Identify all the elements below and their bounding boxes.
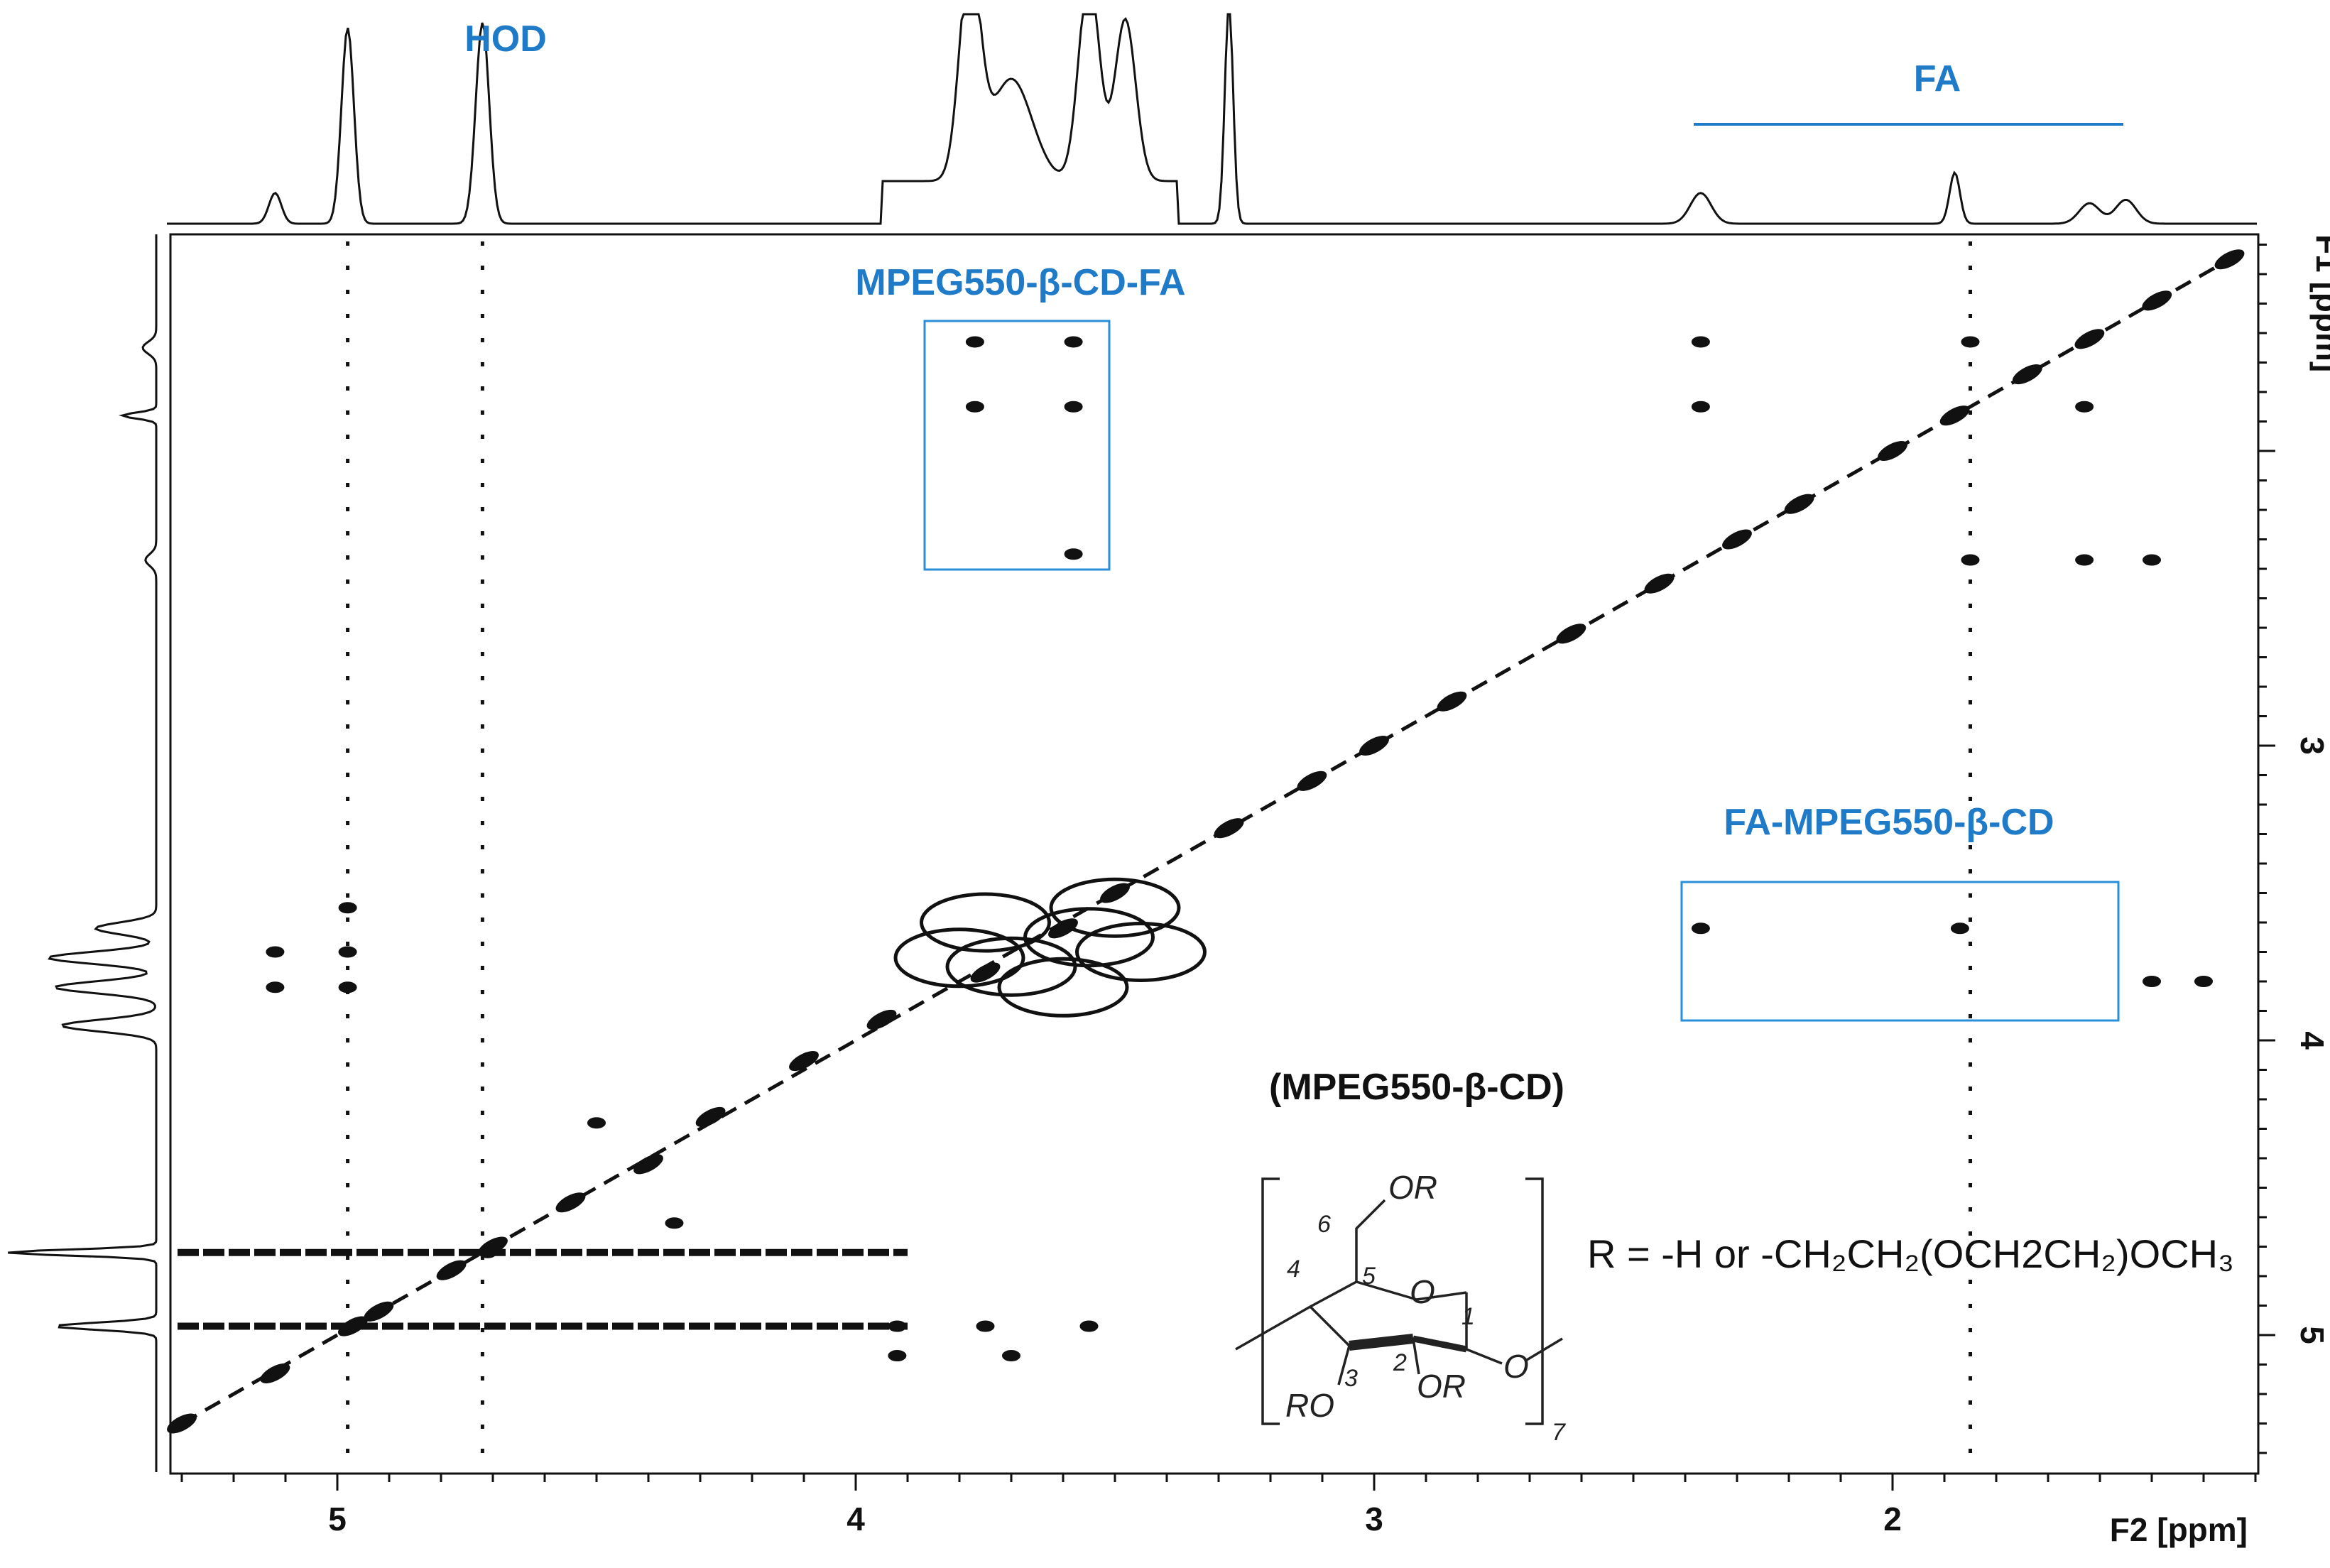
y-axis-unit: F1 [ppm]	[2309, 234, 2330, 372]
carbon-4-label: 4	[1287, 1256, 1300, 1283]
x-axis-unit: F2 [ppm]	[2110, 1511, 2248, 1548]
contour-cluster	[920, 892, 1051, 953]
cross-peak	[2075, 401, 2094, 413]
contour-cluster	[893, 927, 1025, 989]
x-tick-label: 3	[1365, 1501, 1383, 1537]
x-tick-label: 5	[328, 1501, 347, 1537]
left-1d-spectrum	[8, 234, 158, 1472]
carbon-1-label: 1	[1461, 1303, 1475, 1330]
cross-peak	[266, 981, 285, 993]
cross-peak	[2075, 554, 2094, 566]
or-bottom-text: OR	[1417, 1368, 1466, 1405]
cross-peak	[1002, 1350, 1020, 1362]
diagonal-peak	[1359, 735, 1389, 756]
cross-peak	[965, 401, 984, 413]
carbon-5-label: 5	[1362, 1263, 1376, 1290]
data-marks	[167, 241, 2245, 1470]
diagonal-peak	[1100, 883, 1130, 903]
box-mpeg-beta-cd-fa	[923, 320, 1111, 571]
contour-cluster	[1075, 922, 1207, 982]
r-definition: R = -H or -CH₂CH₂(OCH2CH₂)OCH₃	[1587, 1231, 2234, 1276]
compound-label: (MPEG550-β-CD)	[1269, 1067, 1564, 1108]
cross-peak	[1961, 336, 1980, 348]
carbon-6-label: 6	[1317, 1211, 1331, 1238]
diagonal-peak	[633, 1154, 663, 1175]
cross-peak	[965, 336, 984, 348]
cross-peak	[888, 1320, 907, 1332]
cross-peak	[2143, 554, 2161, 566]
hod-label: HOD	[464, 18, 547, 60]
cross-peak	[1691, 922, 1710, 935]
cross-peak	[2143, 976, 2161, 987]
or-top-text: OR	[1388, 1169, 1437, 1206]
box-fa-mpeg-beta-cd	[1680, 881, 2120, 1022]
beta-cd-structure	[1235, 1177, 1563, 1425]
contour-cluster	[997, 957, 1129, 1018]
repeat-count-label: 7	[1552, 1419, 1566, 1446]
cross-peak	[1064, 401, 1083, 413]
cross-peak	[1691, 401, 1710, 413]
axis-ticks: 5 4 3 2 3 4 5	[180, 244, 2330, 1537]
cross-peak	[1064, 548, 1083, 560]
cross-peak	[976, 1320, 995, 1332]
diagonal-peak	[866, 1009, 897, 1030]
x-tick-label: 2	[1883, 1501, 1902, 1537]
cross-peak	[2194, 976, 2213, 987]
ring-oxygen-text: O	[1410, 1273, 1435, 1310]
diagonal-peak	[2012, 364, 2042, 385]
cross-peak	[338, 946, 357, 958]
top-1d-spectrum	[167, 13, 2257, 225]
cross-peak	[665, 1217, 684, 1229]
diagonal-peak	[1644, 573, 1675, 594]
carbon-3-label: 3	[1344, 1365, 1358, 1392]
cross-peak	[1691, 336, 1710, 348]
cross-peak	[1064, 336, 1083, 348]
ro-left-text: RO	[1285, 1387, 1334, 1424]
x-tick-label: 4	[846, 1501, 865, 1537]
cross-peak	[338, 981, 357, 993]
diagonal-peak	[260, 1363, 290, 1383]
cross-peak	[587, 1117, 606, 1129]
diagonal-band	[180, 258, 2231, 1425]
contour-cluster	[1023, 907, 1155, 968]
y-tick-label: 3	[2294, 736, 2330, 755]
cross-peak	[338, 902, 357, 914]
diagonal-peak	[789, 1051, 819, 1072]
contour-cluster	[1049, 877, 1181, 938]
diagonal-peak	[1878, 440, 1907, 462]
link-oxygen-text: O	[1503, 1348, 1529, 1385]
plot-frame	[169, 233, 2260, 1475]
cross-peak	[888, 1350, 907, 1362]
fa-label: FA	[1914, 58, 1961, 99]
box-right-label: FA-MPEG550-β-CD	[1724, 802, 2054, 843]
cross-peak	[1950, 922, 1969, 935]
diagonal-peak	[695, 1106, 726, 1127]
cross-peak	[1961, 554, 1980, 566]
carbon-2-label: 2	[1393, 1349, 1407, 1376]
y-tick-label: 4	[2294, 1031, 2330, 1050]
cross-peak	[1079, 1320, 1099, 1332]
y-tick-label: 5	[2294, 1326, 2330, 1344]
cross-peak	[266, 946, 285, 958]
box-top-label: MPEG550-β-CD-FA	[855, 262, 1185, 303]
